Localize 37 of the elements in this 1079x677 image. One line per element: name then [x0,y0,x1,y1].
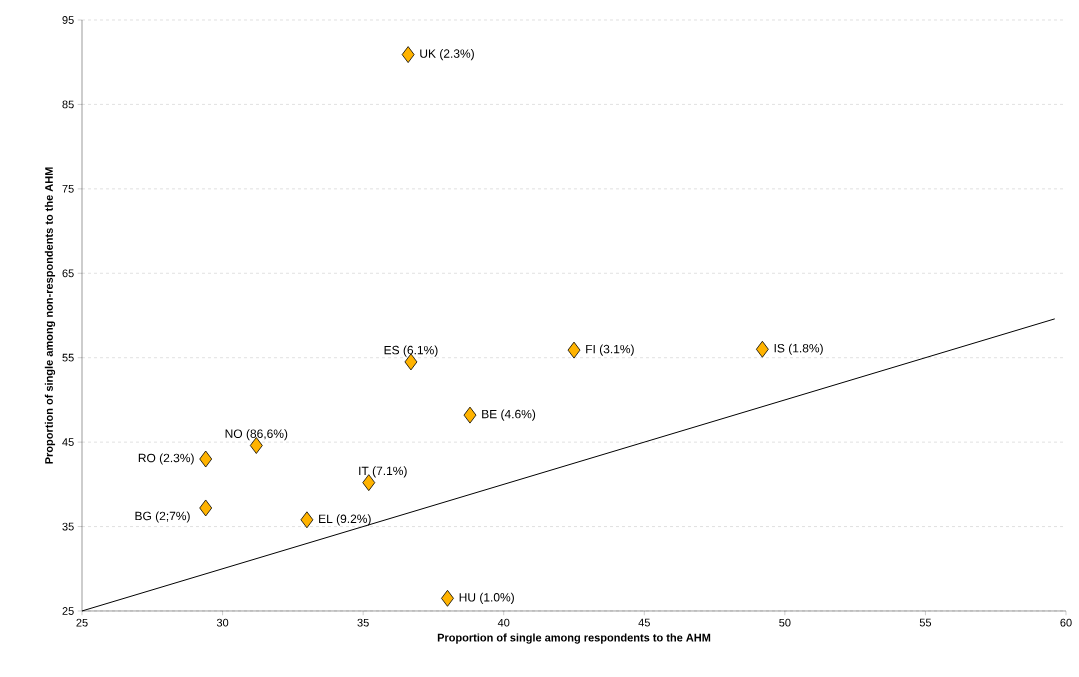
annotation: ES (6.1%) [384,345,438,357]
y-tick-label: 35 [62,522,74,531]
x-tick-label: 35 [357,618,369,627]
annotation: IT (7.1%) [359,466,407,478]
y-tick-label: 25 [62,607,74,615]
annotation: HU (1.0%) [459,592,514,604]
y-tick-label: 85 [62,100,74,109]
point [567,341,581,359]
point [463,406,477,424]
x-tick-label: 55 [919,618,932,627]
y-tick-label: 55 [62,353,74,362]
y-tick-label: 95 [62,16,74,24]
annotation: BE (4.6%) [482,409,536,421]
point [755,340,769,358]
annotation: EL (9.2%) [319,514,371,526]
point [199,499,213,517]
x-tick-label: 40 [497,618,510,627]
x-tick-label: 45 [638,618,650,627]
annotation: UK (2.3%) [420,49,474,61]
x-tick-label: 60 [1060,618,1072,627]
y-tick-label: 75 [62,185,74,193]
point [300,511,314,529]
annotation: NO (86,6%) [225,429,288,441]
y-axis-title: Proportion of single among non-respondents to the AHM [44,167,56,464]
x-tick-label: 25 [76,618,88,627]
x-axis-title: Proportion of single among respondents to the AHM [437,633,711,644]
point [401,46,415,64]
x-tick-label: 30 [216,618,229,627]
annotation: RO (2.3%) [138,453,194,465]
point [441,589,454,607]
annotation: BG (2;7%) [135,511,190,523]
y-tick-label: 45 [62,438,74,446]
point [199,450,213,468]
annotation: FI (3.1%) [586,344,634,356]
y-tick-label: 65 [62,269,74,278]
annotation: IS (1.8%) [774,343,823,355]
x-tick-label: 50 [779,618,791,627]
